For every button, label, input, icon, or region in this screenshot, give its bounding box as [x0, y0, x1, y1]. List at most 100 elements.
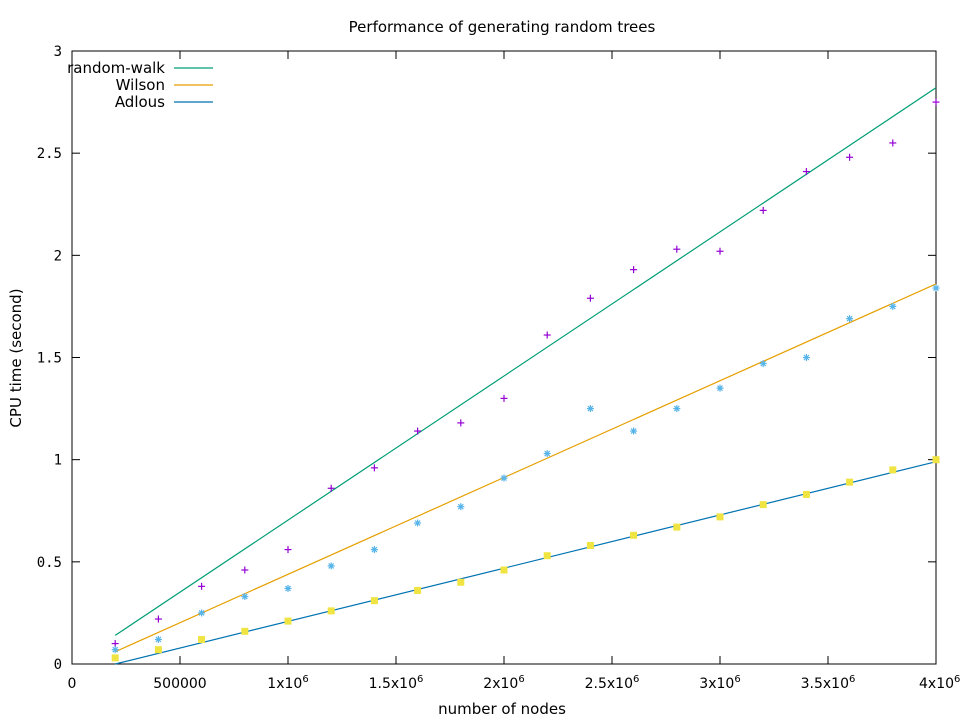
data-point-wilson: [457, 503, 465, 511]
data-point-wilson: [241, 593, 249, 601]
data-point-wilson: [500, 474, 508, 482]
data-point-random-walk: [759, 206, 767, 214]
data-point-random-walk: [932, 98, 940, 106]
data-point-random-walk: [154, 615, 162, 623]
y-tick-label: 0.5: [37, 555, 62, 571]
fit-lines: [114, 87, 937, 665]
data-point-adlous: [111, 654, 119, 662]
data-point-adlous: [932, 456, 940, 464]
data-point-adlous: [673, 523, 681, 531]
data-point-wilson: [802, 354, 810, 361]
data-point-wilson: [586, 405, 594, 413]
data-point-adlous: [284, 617, 292, 625]
data-point-wilson: [630, 427, 638, 435]
data-point-wilson: [414, 519, 422, 527]
x-tick-label-base: 2.5x10: [585, 676, 633, 692]
x-tick-label-base: 500000: [153, 676, 206, 692]
x-tick-label: 2x106: [483, 674, 524, 692]
y-tick-label: 2: [54, 248, 62, 264]
x-tick-label-exponent: 6: [734, 674, 740, 685]
legend-label: random-walk: [67, 59, 165, 77]
x-axis: 0 500000 1x106 1.5x106 2x106 2.5x106 3x106 3.5x…: [68, 51, 960, 692]
data-point-adlous: [543, 552, 551, 560]
data-point-random-walk: [111, 640, 119, 648]
x-tick-label: 3.5x106: [801, 674, 856, 692]
data-point-adlous: [414, 586, 422, 594]
data-point-random-walk: [716, 247, 724, 255]
x-tick-label-base: 4x10: [919, 676, 954, 692]
data-point-adlous: [500, 566, 508, 574]
y-tick-label: 3: [54, 44, 62, 60]
data-point-random-walk: [414, 427, 422, 435]
x-tick-label: 2.5x106: [585, 674, 640, 692]
x-tick-label-exponent: 6: [518, 674, 524, 685]
x-tick-label: 1x106: [267, 674, 308, 692]
x-tick-label: 0: [68, 676, 77, 692]
data-point-wilson: [673, 405, 681, 413]
x-tick-label-base: 2x10: [483, 676, 518, 692]
x-tick-label: 3x106: [699, 674, 740, 692]
data-point-wilson: [889, 302, 897, 310]
data-point-wilson: [327, 562, 335, 570]
data-point-wilson: [370, 546, 378, 554]
x-tick-label-base: 1.5x10: [369, 676, 417, 692]
data-point-random-walk: [846, 153, 854, 161]
data-point-adlous: [889, 466, 897, 474]
data-point-wilson: [198, 609, 206, 617]
data-point-random-walk: [802, 168, 810, 176]
data-point-adlous: [630, 531, 638, 539]
data-point-adlous: [154, 646, 162, 654]
data-point-random-walk: [630, 266, 638, 274]
data-point-wilson: [154, 635, 162, 643]
x-axis-label: number of nodes: [438, 700, 566, 718]
data-point-random-walk: [241, 566, 249, 574]
x-tick-label-exponent: 6: [954, 674, 960, 685]
data-point-random-walk: [457, 419, 465, 427]
legend-label: Adlous: [115, 93, 165, 111]
y-tick-label: 0: [54, 657, 62, 673]
x-tick-label-exponent: 6: [633, 674, 639, 685]
data-point-adlous: [241, 627, 249, 635]
data-point-wilson: [759, 360, 767, 368]
data-point-wilson: [716, 384, 724, 392]
data-point-random-walk: [284, 546, 292, 554]
x-tick-label: 500000: [153, 676, 206, 692]
data-point-random-walk: [543, 331, 551, 339]
x-tick-label-base: 3x10: [699, 676, 734, 692]
x-tick-label-exponent: 6: [849, 674, 855, 685]
data-point-adlous: [586, 541, 594, 549]
fit-line-random-walk: [114, 87, 937, 636]
data-point-random-walk: [586, 294, 594, 302]
data-point-random-walk: [327, 484, 335, 492]
y-axis-label: CPU time (second): [7, 288, 25, 427]
data-point-adlous: [370, 597, 378, 605]
data-point-wilson: [111, 646, 119, 654]
data-point-adlous: [802, 490, 810, 498]
data-point-random-walk: [500, 394, 508, 402]
data-point-random-walk: [370, 464, 378, 472]
fit-line-adlous: [115, 461, 937, 665]
y-axis: 0 0.5 1 1.5 2 2.5 3: [37, 44, 936, 673]
x-tick-label-base: 0: [68, 676, 77, 692]
data-point-wilson: [846, 315, 854, 323]
data-point-random-walk: [889, 139, 897, 147]
data-point-adlous: [327, 607, 335, 615]
y-tick-label: 1.5: [37, 351, 62, 367]
x-tick-label-base: 3.5x10: [801, 676, 849, 692]
data-point-adlous: [759, 501, 767, 509]
x-tick-label: 4x106: [919, 674, 960, 692]
y-tick-label: 1: [54, 453, 62, 469]
legend-label: Wilson: [116, 76, 165, 94]
data-points: [111, 98, 940, 662]
x-tick-label-exponent: 6: [302, 674, 308, 685]
chart-title: Performance of generating random trees: [349, 18, 656, 36]
data-point-random-walk: [198, 582, 206, 590]
data-point-adlous: [457, 578, 465, 586]
data-point-adlous: [198, 635, 206, 643]
fit-line-wilson: [114, 283, 937, 653]
data-point-wilson: [932, 284, 940, 292]
x-tick-label-exponent: 6: [417, 674, 423, 685]
data-point-wilson: [543, 450, 551, 458]
